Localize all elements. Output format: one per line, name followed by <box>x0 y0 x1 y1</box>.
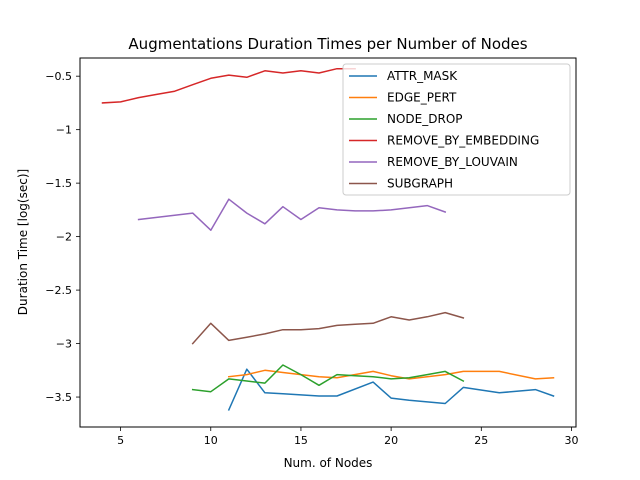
series-line-remove-by-louvain <box>137 198 447 231</box>
y-tick-label: −0.5 <box>45 70 72 83</box>
x-ticks: 5 10 15 20 25 30 <box>117 427 578 447</box>
legend: ATTR_MASK EDGE_PERT NODE_DROP REMOVE_BY_EMB… <box>342 63 571 196</box>
plot-area: 5 10 15 20 25 30 −3.5 −3 −2.5 −2 −1.5 −1 −0.5 <box>45 57 578 447</box>
legend-items: ATTR_MASK EDGE_PERT NODE_DROP REMOVE_BY_EMB… <box>349 69 539 191</box>
legend-label-edge-pert: EDGE_PERT <box>387 91 457 105</box>
axes-frame <box>79 57 577 428</box>
series-line-attr-mask <box>227 368 555 411</box>
legend-label-subgraph: SUBGRAPH <box>387 177 453 191</box>
y-tick-label: −1 <box>56 124 72 137</box>
x-tick-label: 10 <box>204 434 218 447</box>
legend-label-attr-mask: ATTR_MASK <box>387 69 458 83</box>
x-tick-label: 15 <box>294 434 308 447</box>
y-tick-label: −2.5 <box>45 284 72 297</box>
y-tick-label: −3.5 <box>45 391 72 404</box>
x-tick-label: 30 <box>564 434 578 447</box>
series-line-remove-by-embedding <box>101 67 356 104</box>
legend-label-remove-by-embedding: REMOVE_BY_EMBEDDING <box>387 134 539 148</box>
x-tick-label: 25 <box>474 434 488 447</box>
series-line-subgraph <box>191 311 465 345</box>
x-tick-label: 20 <box>384 434 398 447</box>
y-tick-label: −2 <box>56 231 72 244</box>
legend-label-remove-by-louvain: REMOVE_BY_LOUVAIN <box>387 155 518 169</box>
y-ticks: −3.5 −3 −2.5 −2 −1.5 −1 −0.5 <box>45 70 80 404</box>
x-tick-label: 5 <box>117 434 124 447</box>
y-tick-label: −1.5 <box>45 177 72 190</box>
y-tick-label: −3 <box>56 338 72 351</box>
series-line-node-drop <box>191 364 465 393</box>
y-axis-label: Duration Time [log(sec)] <box>16 169 30 315</box>
chart-title: Augmentations Duration Times per Number … <box>128 35 527 53</box>
series-line-edge-pert <box>227 369 555 380</box>
series-layer <box>101 67 555 411</box>
legend-label-node-drop: NODE_DROP <box>387 112 463 126</box>
legend-box <box>342 63 571 196</box>
x-axis-label: Num. of Nodes <box>284 456 373 470</box>
